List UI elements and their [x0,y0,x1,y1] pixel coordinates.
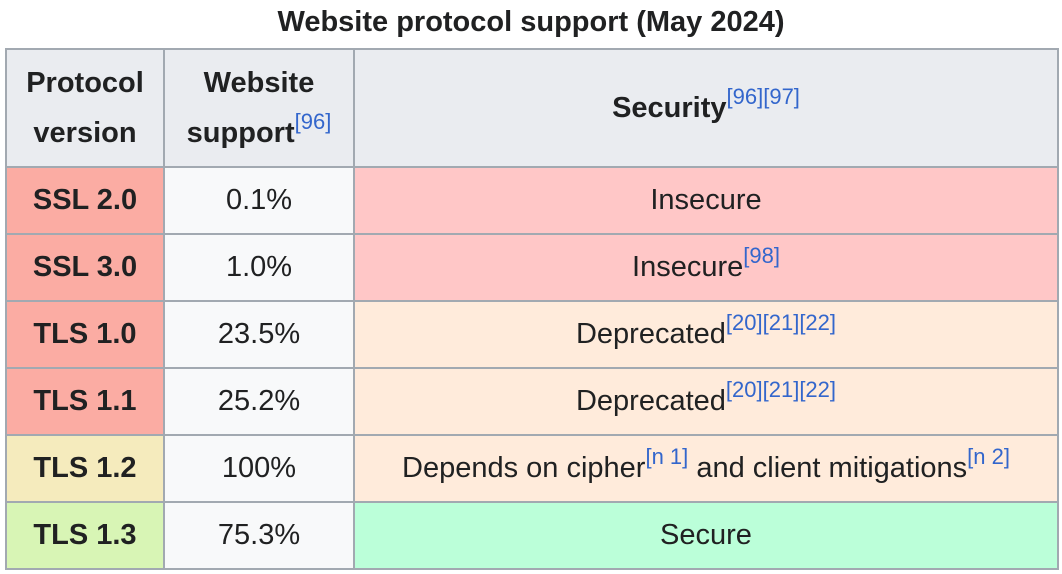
security-text: Deprecated [575,318,726,350]
header-support-line1: Website [203,67,315,99]
table-row: TLS 1.1 25.2% Deprecated[20][21][22] [5,367,1059,436]
security-text: Deprecated [575,385,726,417]
header-row: Protocol version Website support[96] Sec… [5,48,1059,168]
protocol-cell: TLS 1.2 [5,434,165,503]
security-cell: Deprecated[20][21][22] [353,367,1059,436]
security-cell: Deprecated[20][21][22] [353,300,1059,369]
security-text-continued: and client mitigations [688,452,968,484]
security-cell: Depends on cipher[n 1] and client mitiga… [353,434,1059,503]
support-cell: 23.5% [163,300,355,369]
table-row: SSL 2.0 0.1% Insecure [5,166,1059,235]
protocol-cell: TLS 1.3 [5,501,165,570]
footnote-link[interactable]: [96][97] [726,84,800,110]
security-cell: Insecure [353,166,1059,235]
support-cell: 75.3% [163,501,355,570]
protocol-cell: TLS 1.0 [5,300,165,369]
header-protocol-line1: Protocol [26,67,144,99]
footnote-link[interactable]: [96] [294,109,332,135]
security-text: Depends on cipher [402,452,646,484]
header-protocol-line2: version [33,117,137,149]
table-caption: Website protocol support (May 2024) [277,6,785,38]
protocol-cell: TLS 1.1 [5,367,165,436]
header-support-line2: support [186,117,295,149]
footnote-link[interactable]: [n 2] [967,444,1010,470]
support-cell: 1.0% [163,233,355,302]
footnote-link[interactable]: [20][21][22] [725,310,837,336]
table-row: TLS 1.3 75.3% Secure [5,501,1059,570]
security-text: Secure [660,519,752,551]
table-row: TLS 1.0 23.5% Deprecated[20][21][22] [5,300,1059,369]
footnote-link[interactable]: [98] [743,243,780,269]
security-text: Insecure [650,184,762,216]
security-cell: Insecure[98] [353,233,1059,302]
protocol-cell: SSL 3.0 [5,233,165,302]
header-security-label: Security [612,92,727,124]
table-row: SSL 3.0 1.0% Insecure[98] [5,233,1059,302]
footnote-link[interactable]: [n 1] [645,444,689,470]
support-cell: 25.2% [163,367,355,436]
support-cell: 0.1% [163,166,355,235]
protocol-support-table: Protocol version Website support[96] Sec… [5,48,1059,570]
protocol-cell: SSL 2.0 [5,166,165,235]
footnote-link[interactable]: [20][21][22] [725,377,837,403]
header-website-support: Website support[96] [163,48,355,168]
support-cell: 100% [163,434,355,503]
header-security: Security[96][97] [353,48,1059,168]
security-cell: Secure [353,501,1059,570]
header-protocol-version: Protocol version [5,48,165,168]
security-text: Insecure [632,251,744,283]
table-row: TLS 1.2 100% Depends on cipher[n 1] and … [5,434,1059,503]
